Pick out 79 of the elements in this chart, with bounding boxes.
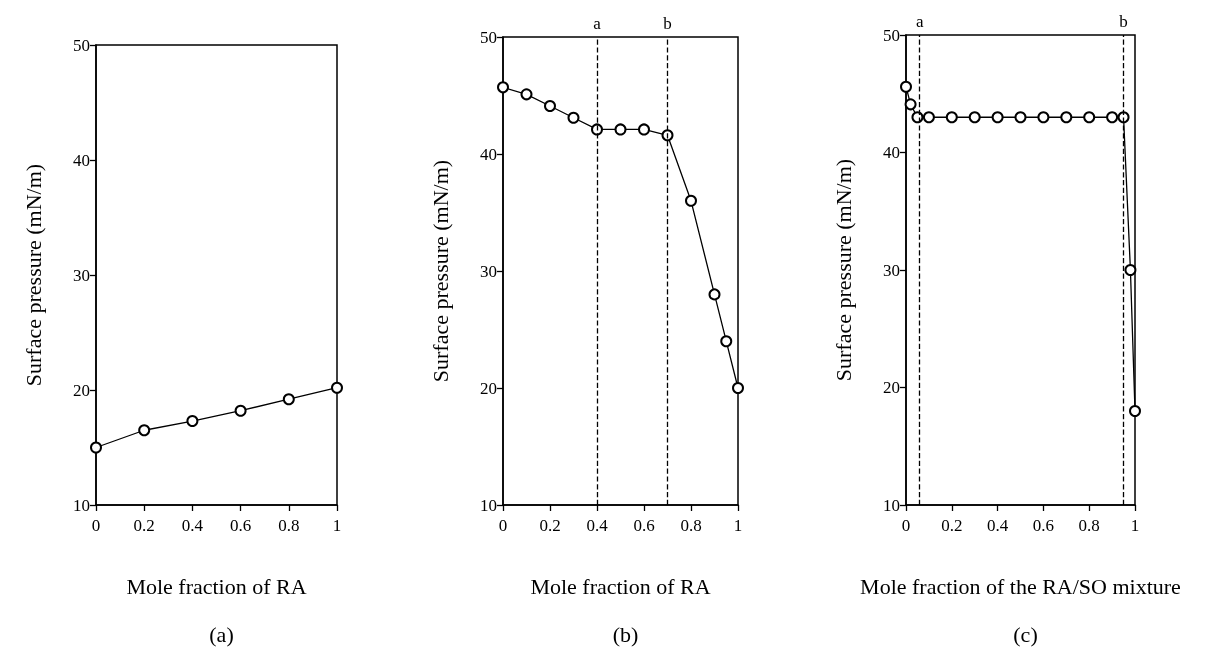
point (1014, 111, 1027, 124)
point (1117, 111, 1130, 124)
ref-line-label: a (915, 12, 924, 31)
point (1037, 111, 1050, 124)
x-axis-title: Mole fraction of RA (126, 573, 307, 599)
x-tick-label: 0 (901, 516, 911, 535)
x-tick-label: 0 (498, 516, 508, 535)
ref-line-label: a (593, 14, 602, 33)
y-tick-label: 30 (73, 265, 90, 285)
x-axis-title: Mole fraction of the RA/SO mixture (860, 573, 1181, 599)
point (138, 424, 151, 437)
point (968, 111, 981, 124)
point (708, 288, 721, 301)
text: (c) (1013, 621, 1038, 647)
point (900, 80, 912, 93)
ref-line-label: b (1119, 12, 1128, 31)
x-tick-label: 0.6 (633, 516, 655, 535)
y-tick-label: 40 (883, 143, 900, 162)
y-tick-label: 10 (883, 495, 900, 515)
x-tick-label: 1 (1130, 516, 1140, 535)
y-tick-label: 30 (480, 261, 497, 281)
point (90, 441, 102, 454)
point (520, 88, 533, 101)
text: (b) (612, 621, 639, 647)
x-tick-label: 0.4 (181, 516, 204, 535)
y-tick-label: 10 (73, 495, 90, 515)
x-tick-label: 0 (91, 516, 101, 535)
y-tick-label: 50 (480, 27, 497, 47)
point (991, 111, 1004, 124)
x-tick-label: 0.2 (941, 516, 963, 535)
x-tick-label: 1 (733, 516, 743, 535)
point (904, 98, 917, 111)
y-tick-label: 40 (73, 150, 90, 170)
point (685, 194, 697, 207)
x-tick-label: 1 (332, 516, 342, 535)
point (544, 100, 556, 113)
point (661, 129, 674, 142)
point (732, 382, 744, 394)
y-tick-label: 20 (73, 380, 90, 400)
point (282, 393, 295, 406)
point (591, 123, 603, 136)
x-tick-label: 0.8 (680, 516, 702, 535)
x-tick-label: 0.4 (986, 516, 1009, 535)
y-tick-label: 50 (73, 35, 90, 55)
y-tick-label: 50 (883, 25, 900, 45)
y-tick-label: 30 (883, 260, 900, 280)
point (638, 123, 650, 136)
point (186, 415, 199, 428)
y-axis-title: Surface pressure (mN/m) (830, 158, 856, 382)
y-axis-title: Surface pressure (mN/m) (20, 163, 46, 387)
point (922, 111, 935, 124)
x-tick-label: 0.4 (586, 516, 609, 535)
y-tick-label: 20 (480, 378, 497, 398)
point (614, 123, 627, 136)
x-tick-label: 0.8 (278, 516, 300, 535)
x-axis-title: Mole fraction of RA (530, 573, 711, 599)
point (567, 111, 580, 124)
point (1124, 264, 1137, 276)
text: (a) (209, 621, 234, 647)
point (911, 111, 924, 124)
point (945, 111, 958, 124)
y-tick-label: 40 (480, 144, 497, 164)
y-axis-title: Surface pressure (mN/m) (427, 159, 453, 383)
point (1129, 405, 1141, 417)
y-tick-label: 20 (883, 378, 900, 397)
x-tick-label: 0.6 (1032, 516, 1055, 535)
point (331, 381, 343, 394)
y-tick-label: 10 (480, 495, 497, 515)
x-tick-label: 0.2 (539, 516, 561, 535)
ref-line-label: b (663, 14, 672, 33)
point (1106, 111, 1119, 124)
x-tick-label: 0.8 (1078, 516, 1100, 535)
point (720, 335, 733, 348)
x-tick-label: 0.2 (133, 516, 155, 535)
point (1060, 111, 1073, 124)
point (497, 81, 509, 94)
point (1083, 111, 1096, 124)
x-tick-label: 0.6 (229, 516, 252, 535)
point (234, 404, 247, 417)
